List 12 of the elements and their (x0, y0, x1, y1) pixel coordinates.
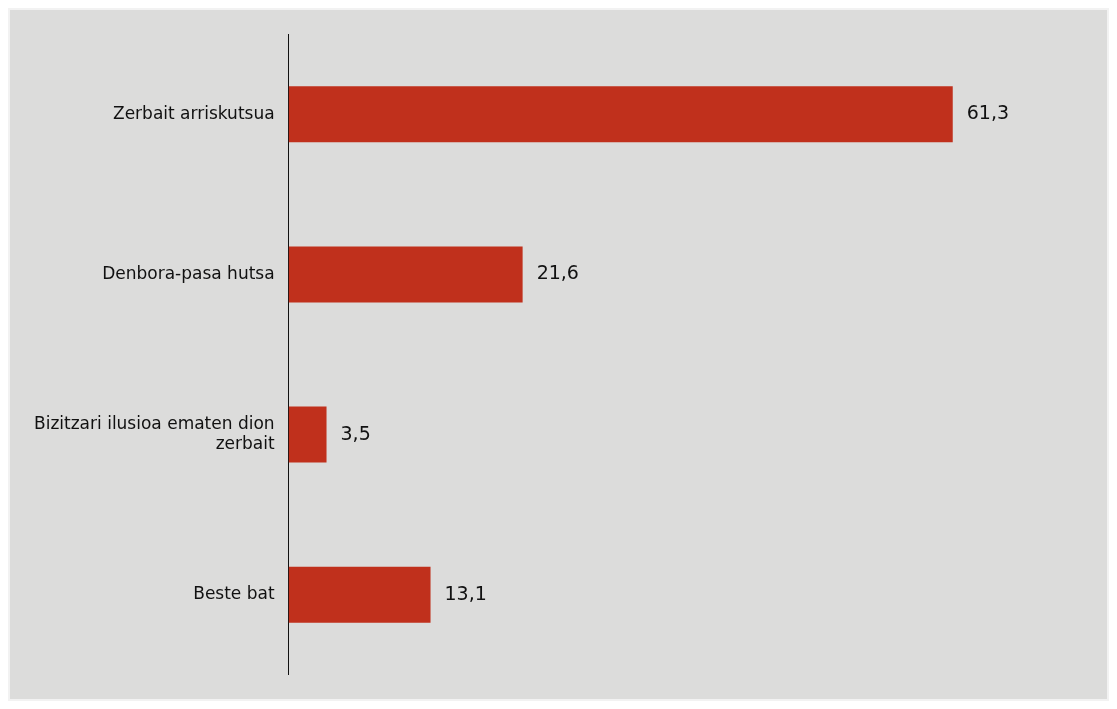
bar (288, 86, 953, 143)
data-label: 3,5 (340, 421, 371, 444)
data-label: 21,6 (536, 261, 579, 284)
y-tick-label: Denbora-pasa hutsa (102, 262, 275, 283)
data-label: 13,1 (444, 581, 487, 604)
bar (288, 406, 327, 463)
bar (288, 246, 523, 303)
bar (288, 566, 431, 623)
y-tick-label: Beste bat (193, 583, 275, 604)
data-label: 61,3 (966, 101, 1010, 124)
y-tick-label: Bizitzari ilusioa ematen dion zerbait (34, 412, 275, 454)
y-tick-label: Zerbait arriskutsua (113, 102, 275, 123)
